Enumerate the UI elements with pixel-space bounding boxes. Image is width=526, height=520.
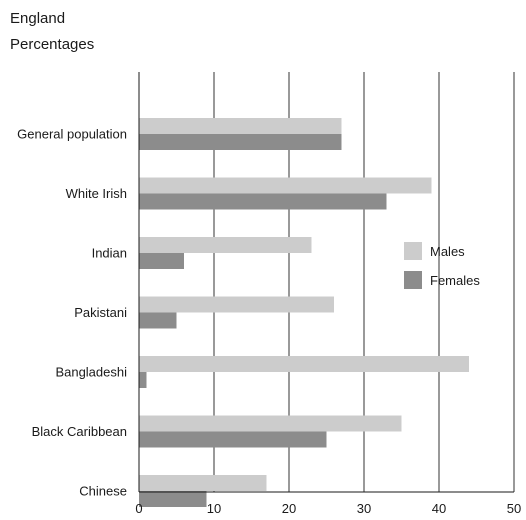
bar-males-white-irish bbox=[139, 177, 432, 194]
bar-females-chinese bbox=[139, 491, 207, 507]
category-label-general-population: General population bbox=[17, 127, 127, 142]
bar-females-bangladeshi bbox=[139, 372, 147, 388]
x-tick-label-40: 40 bbox=[432, 501, 446, 516]
x-tick-label-20: 20 bbox=[282, 501, 296, 516]
bar-males-bangladeshi bbox=[139, 356, 469, 372]
bar-females-general-population bbox=[139, 134, 342, 150]
legend-swatch-males bbox=[404, 242, 422, 260]
legend-label-males: Males bbox=[430, 244, 465, 259]
bar-males-pakistani bbox=[139, 296, 334, 313]
category-label-white-irish: White Irish bbox=[66, 186, 127, 201]
category-label-indian: Indian bbox=[92, 246, 127, 261]
x-tick-label-50: 50 bbox=[507, 501, 521, 516]
x-tick-label-30: 30 bbox=[357, 501, 371, 516]
bar-males-general-population bbox=[139, 118, 342, 134]
x-tick-label-0: 0 bbox=[135, 501, 142, 516]
bar-males-black-caribbean bbox=[139, 415, 402, 432]
x-tick-label-10: 10 bbox=[207, 501, 221, 516]
bar-females-white-irish bbox=[139, 193, 387, 210]
category-label-bangladeshi: Bangladeshi bbox=[55, 365, 127, 380]
legend-label-females: Females bbox=[430, 273, 480, 288]
bar-males-chinese bbox=[139, 475, 267, 491]
region-label: England bbox=[10, 10, 66, 27]
bar-females-indian bbox=[139, 253, 184, 269]
legend-swatch-females bbox=[404, 271, 422, 289]
bar-females-pakistani bbox=[139, 312, 177, 329]
bar-females-black-caribbean bbox=[139, 431, 327, 448]
chart-header: England Percentages bbox=[10, 6, 94, 58]
category-label-pakistani: Pakistani bbox=[74, 305, 127, 320]
category-label-chinese: Chinese bbox=[79, 484, 127, 499]
category-label-black-caribbean: Black Caribbean bbox=[32, 424, 127, 439]
bar-males-indian bbox=[139, 237, 312, 253]
unit-label: Percentages bbox=[10, 36, 95, 53]
